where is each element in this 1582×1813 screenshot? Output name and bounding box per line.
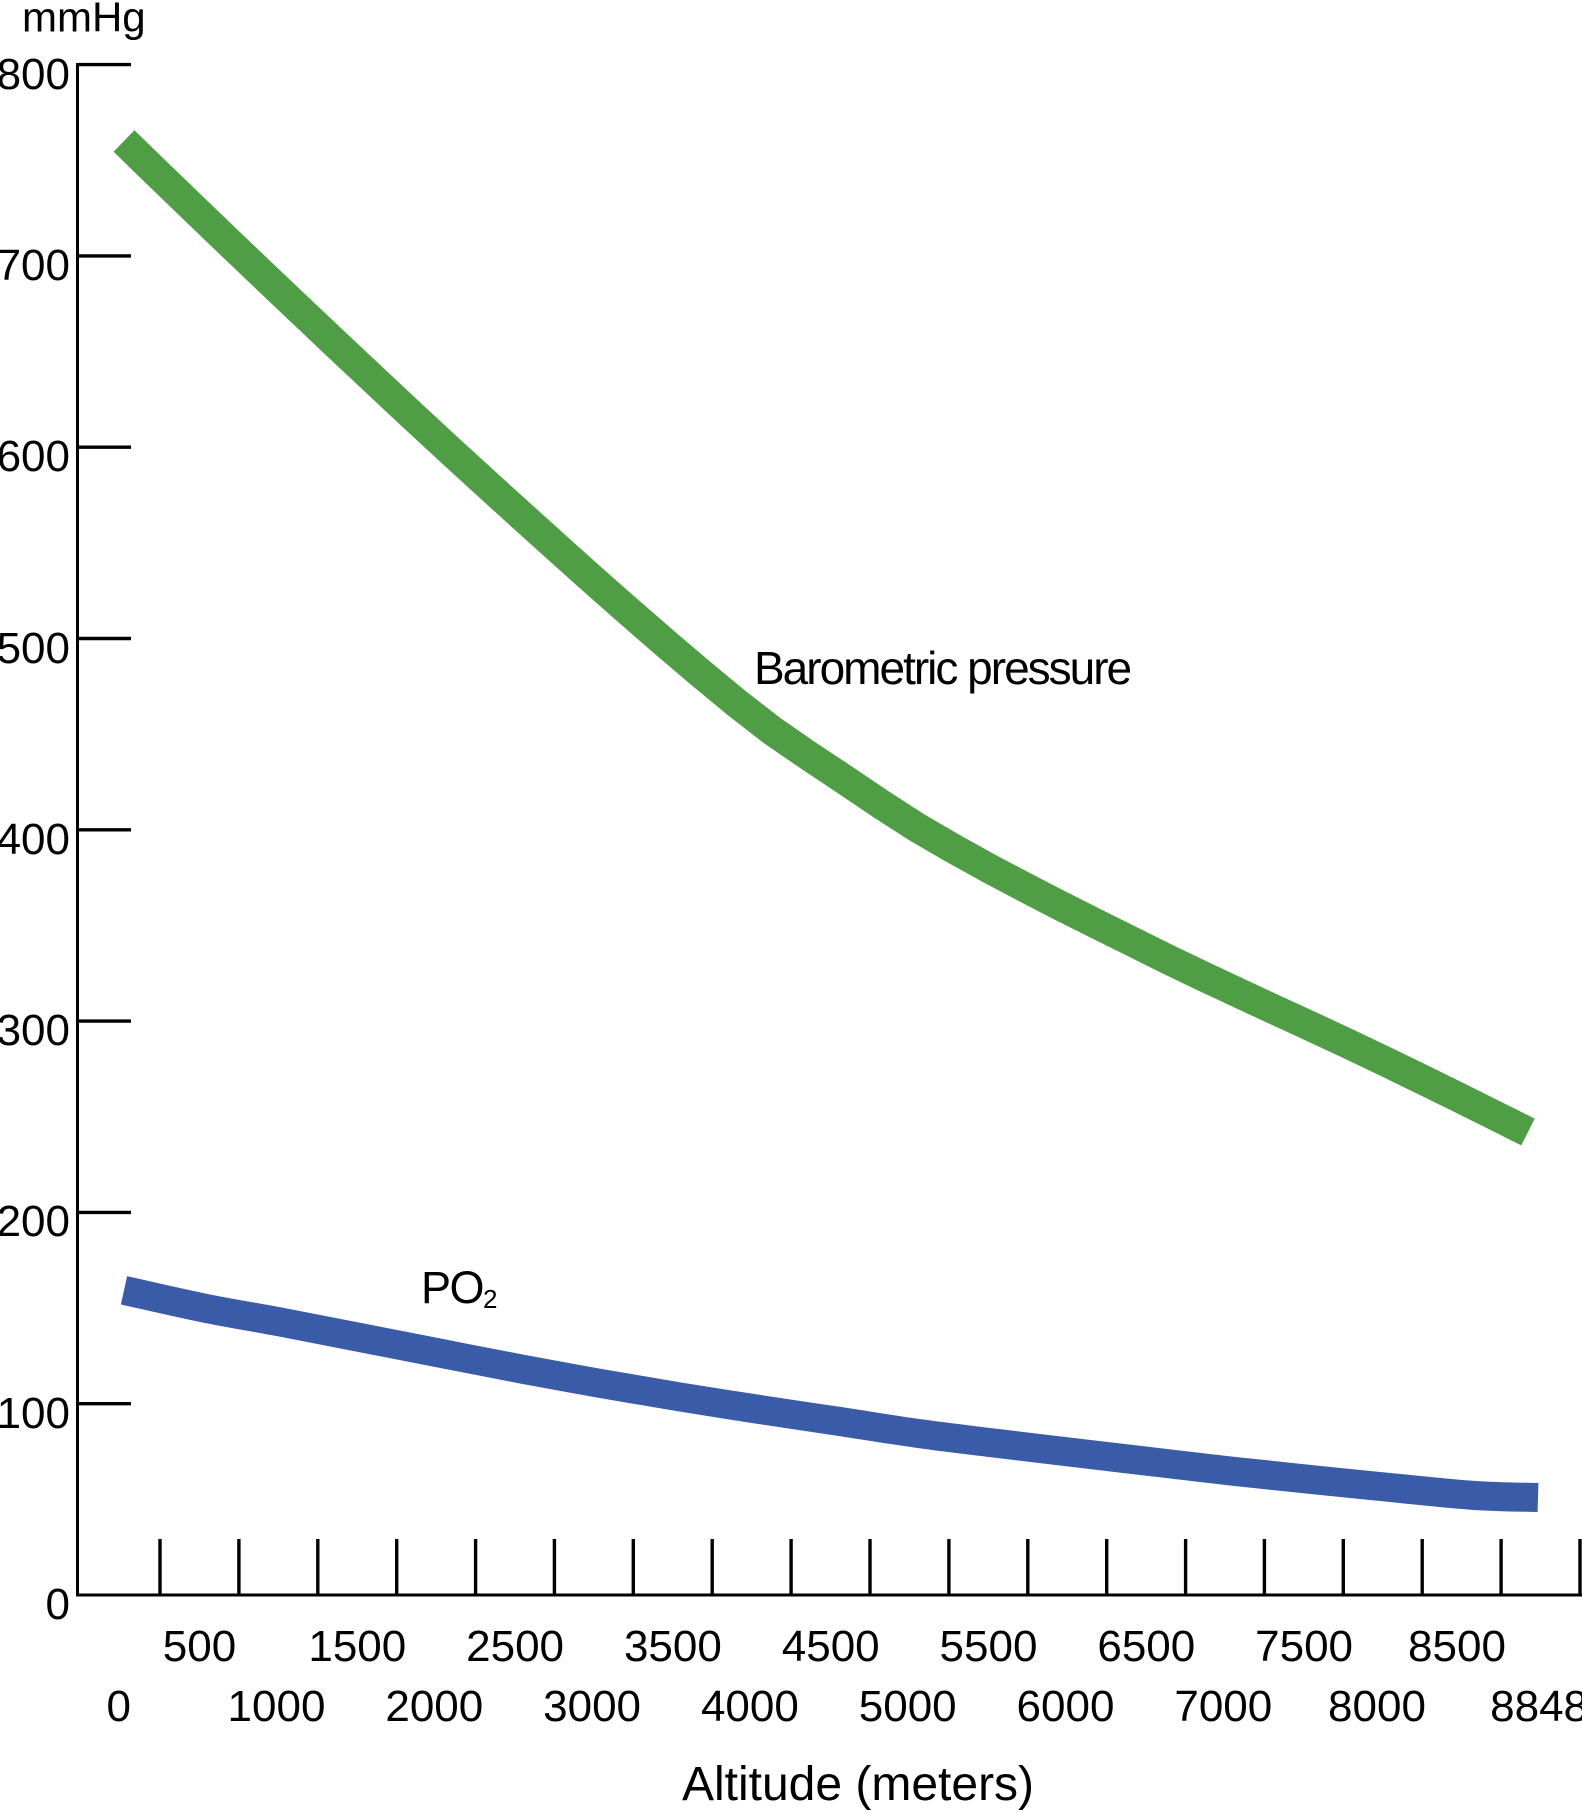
svg-text:6000: 6000 bbox=[1017, 1682, 1115, 1731]
svg-text:0: 0 bbox=[46, 1580, 70, 1629]
svg-text:500: 500 bbox=[163, 1622, 236, 1671]
svg-text:2500: 2500 bbox=[466, 1622, 564, 1671]
svg-text:200: 200 bbox=[0, 1197, 70, 1246]
svg-text:800: 800 bbox=[0, 50, 70, 99]
svg-text:400: 400 bbox=[0, 815, 70, 864]
svg-text:3000: 3000 bbox=[543, 1682, 641, 1731]
svg-text:700: 700 bbox=[0, 241, 70, 290]
svg-text:2000: 2000 bbox=[385, 1682, 483, 1731]
svg-text:5500: 5500 bbox=[940, 1622, 1038, 1671]
svg-text:6500: 6500 bbox=[1097, 1622, 1195, 1671]
svg-text:Altitude (meters): Altitude (meters) bbox=[682, 1758, 1034, 1811]
svg-text:PO2: PO2 bbox=[421, 1262, 498, 1314]
svg-text:500: 500 bbox=[0, 624, 70, 673]
svg-text:mmHg: mmHg bbox=[22, 0, 146, 41]
svg-text:4500: 4500 bbox=[782, 1622, 880, 1671]
svg-text:600: 600 bbox=[0, 432, 70, 481]
svg-text:8000: 8000 bbox=[1328, 1682, 1426, 1731]
svg-text:7000: 7000 bbox=[1174, 1682, 1272, 1731]
svg-text:3500: 3500 bbox=[624, 1622, 722, 1671]
svg-text:Barometric pressure: Barometric pressure bbox=[754, 642, 1131, 694]
svg-text:100: 100 bbox=[0, 1389, 70, 1438]
svg-text:0: 0 bbox=[106, 1682, 130, 1731]
svg-text:8500: 8500 bbox=[1408, 1622, 1506, 1671]
svg-text:300: 300 bbox=[0, 1006, 70, 1055]
svg-text:8848: 8848 bbox=[1490, 1682, 1582, 1731]
svg-text:1000: 1000 bbox=[228, 1682, 326, 1731]
svg-text:7500: 7500 bbox=[1255, 1622, 1353, 1671]
svg-text:1500: 1500 bbox=[308, 1622, 406, 1671]
svg-text:5000: 5000 bbox=[859, 1682, 957, 1731]
svg-text:4000: 4000 bbox=[701, 1682, 799, 1731]
